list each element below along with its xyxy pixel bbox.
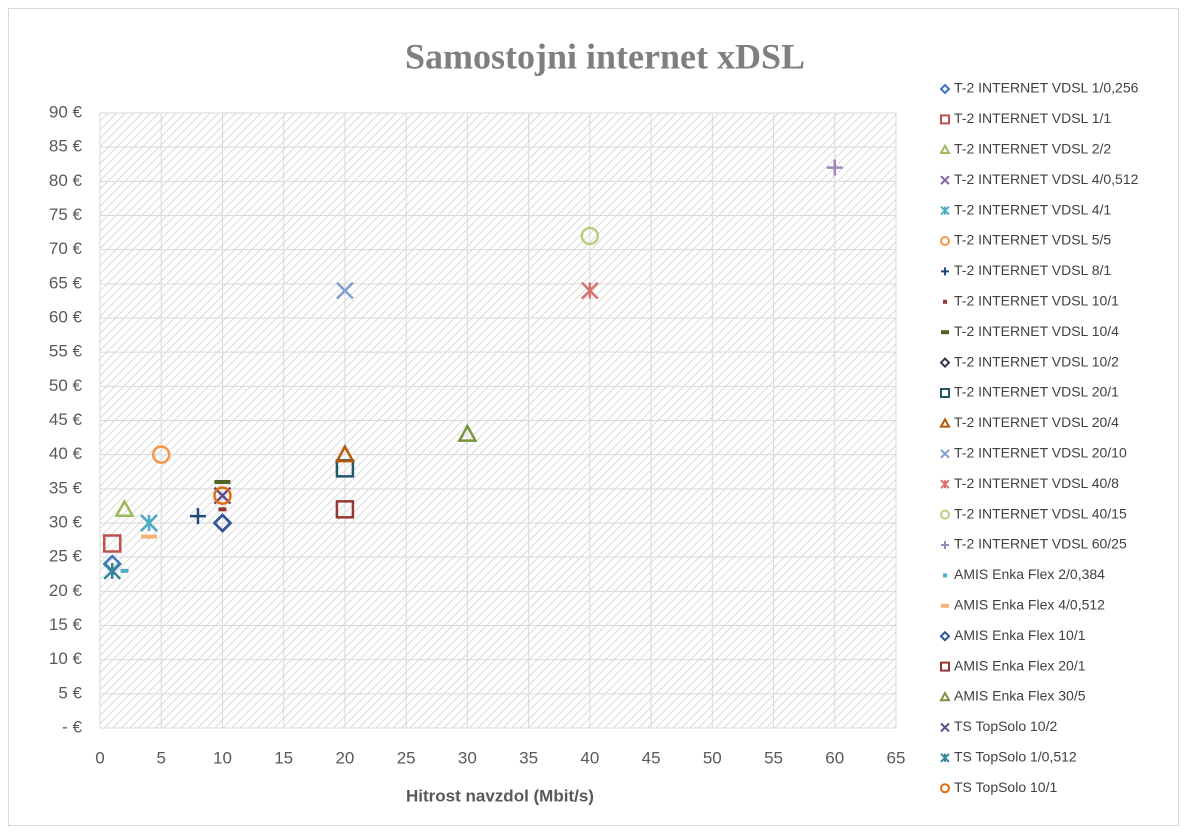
legend-marker bbox=[940, 722, 950, 733]
legend-label: T-2 INTERNET VDSL 4/1 bbox=[954, 201, 1111, 217]
y-tick-label: 60 € bbox=[49, 307, 83, 326]
x-tick-label: 55 bbox=[764, 748, 783, 767]
y-tick-label: - € bbox=[62, 717, 82, 736]
legend-label: T-2 INTERNET VDSL 20/10 bbox=[954, 445, 1127, 461]
y-tick-label: 90 € bbox=[49, 102, 83, 121]
marker bbox=[336, 281, 354, 300]
legend-marker bbox=[940, 175, 950, 185]
x-tick-label: 60 bbox=[825, 748, 844, 767]
legend-label: T-2 INTERNET VDSL 5/5 bbox=[954, 232, 1111, 248]
legend-label: T-2 INTERNET VDSL 1/0,256 bbox=[954, 80, 1139, 96]
legend-label: T-2 INTERNET VDSL 8/1 bbox=[954, 262, 1111, 278]
legend-label: AMIS Enka Flex 10/1 bbox=[954, 627, 1086, 643]
marker bbox=[103, 561, 122, 580]
legend-label: T-2 INTERNET VDSL 4/0,512 bbox=[954, 171, 1139, 187]
legend-marker bbox=[939, 357, 951, 369]
legend-label: AMIS Enka Flex 20/1 bbox=[954, 657, 1086, 673]
legend-marker bbox=[939, 690, 951, 702]
legend-marker bbox=[940, 114, 950, 125]
legend-marker bbox=[939, 143, 951, 154]
y-tick-label: 40 € bbox=[49, 444, 83, 463]
legend-label: AMIS Enka Flex 30/5 bbox=[954, 688, 1086, 704]
legend-marker bbox=[940, 753, 950, 763]
marker bbox=[580, 281, 599, 300]
y-tick-label: 25 € bbox=[49, 547, 83, 566]
legend-label: AMIS Enka Flex 2/0,384 bbox=[954, 566, 1105, 582]
y-tick-label: 35 € bbox=[49, 478, 83, 497]
x-tick-label: 50 bbox=[703, 748, 722, 767]
y-tick-label: 30 € bbox=[49, 512, 83, 531]
legend-marker bbox=[940, 449, 950, 459]
legend-marker bbox=[939, 417, 951, 428]
y-tick-label: 15 € bbox=[49, 615, 83, 634]
legend-label: T-2 INTERNET VDSL 2/2 bbox=[954, 141, 1111, 157]
marker bbox=[189, 508, 206, 525]
legend-marker bbox=[939, 83, 951, 95]
x-tick-label: 5 bbox=[156, 748, 165, 767]
x-tick-label: 15 bbox=[274, 748, 293, 767]
x-tick-label: 45 bbox=[642, 748, 661, 767]
legend-label: AMIS Enka Flex 4/0,512 bbox=[954, 597, 1105, 613]
marker bbox=[102, 534, 122, 553]
legend-marker bbox=[940, 388, 950, 398]
legend-label: T-2 INTERNET VDSL 40/15 bbox=[954, 505, 1127, 521]
legend-marker bbox=[940, 509, 950, 520]
y-tick-label: 70 € bbox=[49, 239, 83, 258]
marker bbox=[212, 513, 233, 533]
y-tick-label: 5 € bbox=[58, 683, 82, 702]
y-tick-label: 45 € bbox=[49, 410, 83, 429]
legend-label: T-2 INTERNET VDSL 10/1 bbox=[954, 293, 1119, 309]
x-axis-label: Hitrost navzdol (Mbit/s) bbox=[406, 786, 594, 805]
y-tick-label: 75 € bbox=[49, 205, 83, 224]
y-tick-label: 20 € bbox=[49, 581, 83, 600]
x-tick-label: 25 bbox=[397, 748, 416, 767]
legend-label: T-2 INTERNET VDSL 1/1 bbox=[954, 110, 1111, 126]
marker bbox=[826, 159, 843, 176]
legend-label: T-2 INTERNET VDSL 40/8 bbox=[954, 475, 1119, 491]
y-tick-label: 65 € bbox=[49, 273, 83, 292]
legend-marker bbox=[939, 630, 951, 642]
y-tick-label: 10 € bbox=[49, 649, 83, 668]
marker bbox=[213, 486, 232, 505]
legend-label: TS TopSolo 1/0,512 bbox=[954, 749, 1077, 765]
legend-marker bbox=[940, 205, 950, 216]
marker bbox=[580, 226, 600, 246]
marker bbox=[151, 445, 171, 464]
y-tick-label: 55 € bbox=[49, 342, 83, 361]
x-tick-label: 0 bbox=[95, 748, 104, 767]
legend-label: TS TopSolo 10/1 bbox=[954, 779, 1057, 795]
legend-label: T-2 INTERNET VDSL 10/4 bbox=[954, 323, 1119, 339]
x-tick-label: 35 bbox=[519, 748, 538, 767]
y-tick-label: 80 € bbox=[49, 171, 83, 190]
x-tick-label: 10 bbox=[213, 748, 232, 767]
x-tick-label: 65 bbox=[887, 748, 906, 767]
legend-label: T-2 INTERNET VDSL 60/25 bbox=[954, 536, 1127, 552]
legend-marker bbox=[940, 236, 950, 246]
y-tick-label: 50 € bbox=[49, 376, 83, 395]
legend-label: TS TopSolo 10/2 bbox=[954, 718, 1057, 734]
legend-marker bbox=[941, 541, 949, 549]
marker bbox=[335, 500, 355, 519]
x-tick-label: 40 bbox=[580, 748, 599, 767]
legend-marker bbox=[941, 267, 949, 276]
legend-marker bbox=[940, 783, 950, 794]
legend-marker bbox=[940, 479, 950, 489]
x-tick-label: 30 bbox=[458, 748, 477, 767]
marker bbox=[114, 498, 135, 517]
marker bbox=[140, 514, 158, 532]
legend-label: T-2 INTERNET VDSL 20/4 bbox=[954, 414, 1119, 430]
marker bbox=[457, 423, 478, 442]
legend-marker bbox=[940, 661, 950, 672]
legend-label: T-2 INTERNET VDSL 20/1 bbox=[954, 384, 1119, 400]
x-tick-label: 20 bbox=[335, 748, 354, 767]
y-tick-label: 85 € bbox=[49, 137, 83, 156]
chart-title: Samostojni internet xDSL bbox=[405, 36, 805, 76]
marker bbox=[334, 444, 356, 463]
legend-label: T-2 INTERNET VDSL 10/2 bbox=[954, 353, 1119, 369]
